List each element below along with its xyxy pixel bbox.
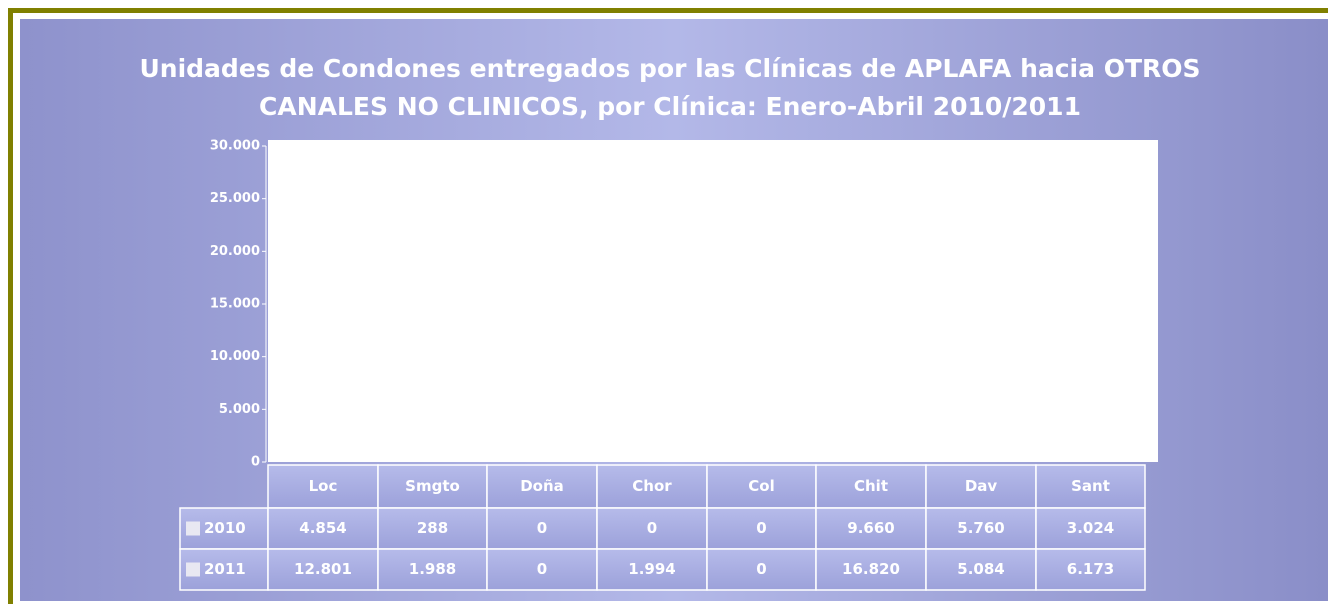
table-value: 0: [756, 519, 766, 537]
legend-label: 2011: [204, 560, 246, 578]
y-tick-label: 20.000: [210, 244, 260, 259]
y-tick-label: 10.000: [210, 349, 260, 364]
table-cell: [486, 548, 598, 591]
table-value: 12.801: [294, 560, 352, 578]
legend-key: [186, 562, 200, 577]
category-label: Loc: [309, 477, 338, 495]
legend-label: 2010: [204, 519, 246, 537]
table-value: 5.084: [957, 560, 1004, 578]
table-cell: [1035, 548, 1146, 591]
chart-title: Unidades de Condones entregados por las …: [139, 54, 1200, 83]
table-value: 0: [537, 560, 547, 578]
table-cell: [706, 548, 817, 591]
y-tick-label: 5.000: [219, 402, 260, 417]
table-cell: [377, 507, 488, 550]
y-tick-label: 0: [251, 455, 260, 470]
y-tick-label: 25.000: [210, 191, 260, 206]
table-value: 0: [537, 519, 547, 537]
y-tick-label: 15.000: [210, 297, 260, 312]
table-header-cell: [815, 464, 927, 509]
table-cell: [267, 548, 379, 591]
table-cell: [1035, 507, 1146, 550]
table-cell: [596, 548, 708, 591]
table-value: 5.760: [957, 519, 1004, 537]
y-tick-label: 30.000: [210, 139, 260, 154]
table-value: 4.854: [299, 519, 346, 537]
table-header-cell: [486, 464, 598, 509]
table-cell: [815, 507, 927, 550]
table-value: 6.173: [1067, 560, 1114, 578]
category-label: Smgto: [405, 477, 460, 495]
table-value: 1.988: [409, 560, 456, 578]
table-header-cell: [1035, 464, 1146, 509]
table-value: 1.994: [628, 560, 675, 578]
category-label: Chit: [854, 477, 888, 495]
table-value: 16.820: [842, 560, 900, 578]
category-label: Doña: [520, 477, 564, 495]
table-cell: [925, 548, 1037, 591]
category-label: Sant: [1071, 477, 1110, 495]
category-label: Dav: [965, 477, 998, 495]
table-value: 0: [647, 519, 657, 537]
category-label: Col: [748, 477, 774, 495]
table-header-cell: [267, 464, 379, 509]
table-value: 288: [417, 519, 448, 537]
table-cell: [925, 507, 1037, 550]
plot-area: [268, 140, 1158, 462]
table-value: 3.024: [1067, 519, 1114, 537]
table-value: 9.660: [847, 519, 894, 537]
table-cell: [815, 548, 927, 591]
legend-key: [186, 521, 200, 536]
category-label: Chor: [632, 477, 672, 495]
chart-title: CANALES NO CLINICOS, por Clínica: Enero-…: [259, 92, 1081, 121]
table-header-cell: [925, 464, 1037, 509]
table-value: 0: [756, 560, 766, 578]
